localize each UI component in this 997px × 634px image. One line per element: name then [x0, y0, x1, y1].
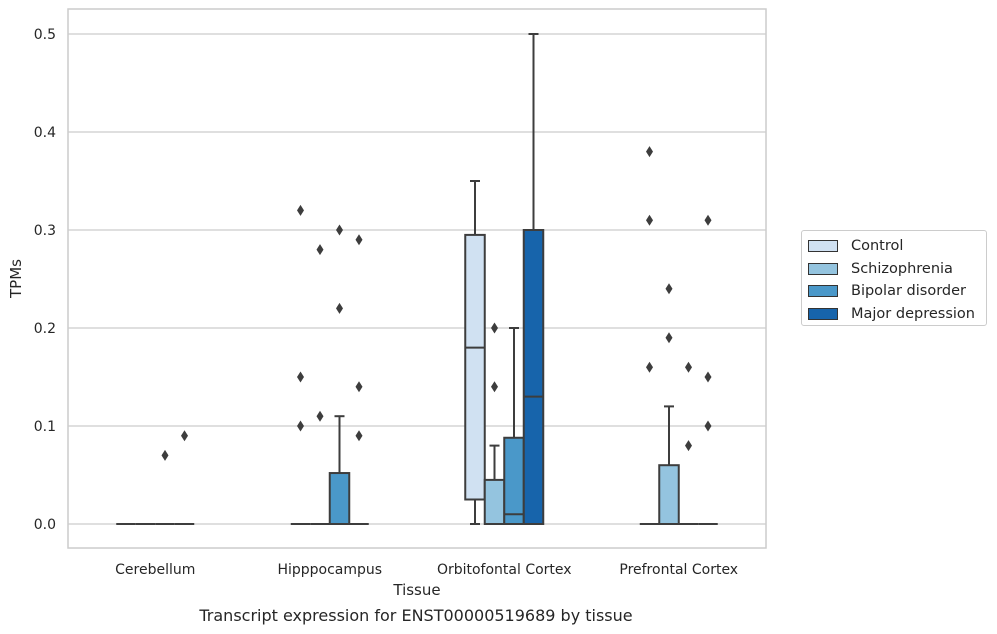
outlier-point — [704, 371, 712, 383]
legend-label-control: Control — [851, 238, 904, 255]
box — [503, 436, 525, 526]
outlier-point — [161, 449, 169, 461]
y-tick-label: 0.1 — [34, 419, 56, 435]
legend-swatch-control — [808, 240, 838, 253]
outlier-point — [665, 332, 673, 344]
legend-swatch-major-depression — [808, 307, 838, 320]
y-tick-label: 0.3 — [34, 223, 56, 239]
outlier-point — [646, 361, 653, 373]
outlier-point — [704, 214, 712, 226]
x-tick-label: Prefrontal Cortex — [619, 562, 738, 578]
outlier-point — [336, 224, 343, 236]
y-tick-label: 0.5 — [34, 27, 56, 43]
plot-frame — [67, 8, 767, 549]
outlier-point — [297, 204, 304, 216]
box — [658, 464, 680, 526]
x-tick-label: Cerebellum — [115, 562, 195, 578]
outlier-point — [316, 244, 324, 256]
outlier-point — [297, 371, 304, 383]
outlier-point — [181, 430, 188, 442]
outlier-point — [646, 214, 653, 226]
legend-item-bipolar-disorder: Bipolar disorder — [808, 280, 986, 303]
legend-item-control: Control — [808, 235, 986, 258]
legend-swatch-bipolar-disorder — [808, 285, 838, 298]
y-axis-label: TPMs — [7, 259, 25, 299]
x-axis-label: Tissue — [392, 581, 440, 599]
legend-label-major-depression: Major depression — [851, 305, 975, 322]
legend: Control Schizophrenia Bipolar disorder M… — [801, 230, 987, 326]
x-tick-label: Hipppocampus — [277, 562, 382, 578]
legend-item-major-depression: Major depression — [808, 303, 986, 326]
box — [328, 472, 351, 526]
box — [522, 229, 545, 525]
outlier-point — [355, 430, 363, 442]
y-tick-label: 0.4 — [34, 125, 56, 141]
outlier-point — [685, 440, 692, 452]
box — [464, 233, 486, 501]
y-tick-label: 0.0 — [34, 517, 56, 533]
legend-label-schizophrenia: Schizophrenia — [851, 260, 953, 277]
box — [483, 478, 506, 525]
outlier-point — [704, 420, 712, 432]
outlier-point — [355, 234, 363, 246]
legend-item-schizophrenia: Schizophrenia — [808, 258, 986, 281]
outlier-point — [685, 361, 692, 373]
outlier-point — [491, 322, 498, 334]
outlier-point — [646, 146, 653, 158]
outlier-point — [665, 283, 673, 295]
legend-label-bipolar-disorder: Bipolar disorder — [851, 283, 966, 300]
outlier-point — [316, 410, 324, 422]
outlier-point — [355, 381, 363, 393]
legend-swatch-schizophrenia — [808, 262, 838, 275]
outlier-point — [297, 420, 304, 432]
chart-caption: Transcript expression for ENST0000051968… — [199, 606, 633, 625]
outlier-point — [491, 381, 498, 393]
outlier-point — [336, 302, 343, 314]
x-tick-label: Orbitofontal Cortex — [437, 562, 572, 578]
y-tick-label: 0.2 — [34, 321, 56, 337]
